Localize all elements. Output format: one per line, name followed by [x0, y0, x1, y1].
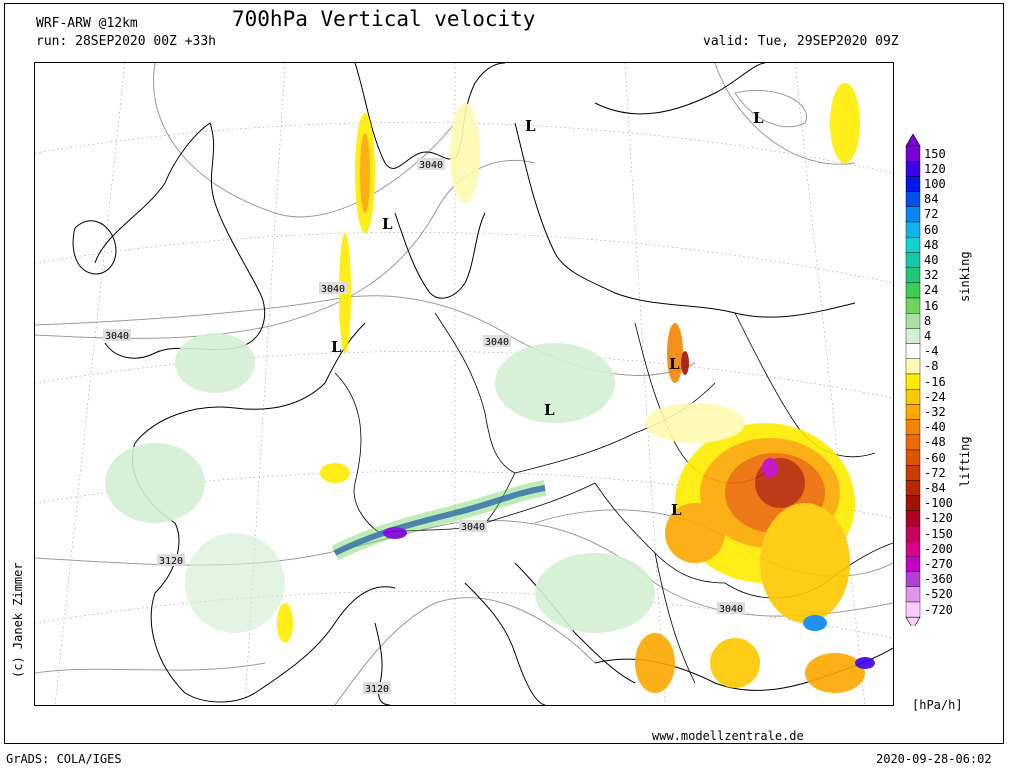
colorbar-swatch [905, 465, 921, 481]
colorbar-swatch [905, 419, 921, 436]
low-pressure-markers: L L L L L L L [331, 109, 764, 519]
colorbar-level-label: -16 [924, 374, 946, 389]
contour-label: 3040 [321, 284, 345, 295]
colorbar-swatch [905, 510, 921, 527]
colorbar-level-label: 48 [924, 237, 939, 252]
contour-label: 3040 [461, 522, 485, 533]
colorbar-swatch [905, 328, 921, 344]
colorbar-swatch [905, 525, 921, 542]
colorbar-swatch [905, 449, 921, 466]
colorbar-swatch [905, 571, 921, 588]
colorbar-swatch [905, 191, 921, 207]
colorbar-level-label: 4 [924, 329, 932, 343]
contour-label: 3120 [365, 684, 389, 695]
colorbar-level-label: -48 [924, 435, 946, 450]
sinking-label: sinking [958, 251, 972, 302]
chart-title: 700hPa Vertical velocity [232, 7, 536, 31]
colorbar-level-label: 84 [924, 192, 939, 207]
colorbar-swatch [905, 236, 921, 253]
low-marker: L [382, 215, 393, 233]
colorbar-level-label: 150 [924, 146, 946, 161]
colorbar-level-label: -60 [924, 450, 946, 465]
colorbar-swatch [905, 176, 921, 192]
colorbar-level-label: 24 [924, 283, 939, 298]
colorbar-bottom-arrow [905, 616, 921, 630]
colorbar-swatch [905, 161, 921, 177]
colorbar-swatch [905, 601, 921, 618]
contour-label: 3040 [105, 331, 129, 342]
colorbar-swatch [905, 252, 921, 268]
colorbar-level-label: -24 [924, 389, 946, 404]
colorbar-level-label: -150 [924, 526, 953, 541]
colorbar-swatch [905, 343, 921, 360]
low-marker: L [331, 338, 342, 356]
colorbar-level-label: -40 [924, 420, 946, 435]
colorbar-level-label: -32 [924, 405, 946, 419]
colorbar-swatch [905, 404, 921, 420]
colorbar-level-label: -720 [924, 602, 953, 617]
colorbar-swatch [905, 206, 921, 223]
colorbar-level-label: 40 [924, 253, 939, 267]
colorbar-swatch [905, 556, 921, 572]
colorbar-level-label: 120 [924, 161, 946, 176]
low-marker: L [544, 401, 555, 419]
credit-label: (c) Janek Zimmer [11, 562, 25, 678]
colorbar-level-label: -4 [924, 344, 939, 359]
website-label: www.modellzentrale.de [652, 729, 804, 743]
low-marker: L [669, 355, 680, 373]
model-label: WRF-ARW @12km [36, 16, 138, 31]
lifting-label: lifting [958, 436, 972, 487]
colorbar-level-label: -84 [924, 481, 946, 495]
grads-label: GrADS: COLA/IGES [6, 752, 122, 766]
low-marker: L [671, 501, 682, 519]
weather-map[interactable]: 3040 3040 3040 3040 3040 3040 3120 3120 … [34, 62, 894, 706]
colorbar-level-label: 32 [924, 268, 939, 283]
colorbar-swatch [905, 282, 921, 299]
contour-label: 3120 [159, 556, 183, 567]
colorbar-swatch [905, 541, 921, 557]
colorbar-swatches [905, 133, 921, 630]
colorbar-swatch [905, 312, 921, 329]
low-marker: L [525, 117, 536, 135]
colorbar-swatch [905, 495, 921, 512]
colorbar-level-label: 16 [924, 298, 939, 313]
colorbar-level-label: -270 [924, 557, 953, 571]
colorbar-top-arrow [905, 133, 921, 147]
colorbar-swatch [905, 388, 921, 405]
colorbar-swatch [905, 373, 921, 390]
contour-label: 3040 [485, 337, 509, 348]
valid-time-label: valid: Tue, 29SEP2020 09Z [703, 34, 899, 49]
colorbar-level-label: -360 [924, 572, 953, 587]
colorbar-swatch [905, 586, 921, 603]
colorbar-swatch [905, 358, 921, 375]
colorbar-swatch [905, 221, 921, 238]
colorbar-level-label: 60 [924, 222, 939, 237]
colorbar-level-label: -200 [924, 541, 953, 556]
colorbar-swatch [905, 434, 921, 451]
colorbar-level-label: -72 [924, 465, 946, 480]
colorbar-level-label: 8 [924, 313, 932, 328]
colorbar-level-label: -100 [924, 496, 953, 511]
contour-labels: 3040 3040 3040 3040 3040 3040 3120 3120 [103, 158, 745, 695]
colorbar-swatch [905, 480, 921, 496]
colorbar-level-label: -120 [924, 511, 953, 526]
vertical-velocity-shading [105, 83, 875, 693]
colorbar-swatch [905, 145, 921, 162]
colorbar-level-label: -520 [924, 587, 953, 602]
colorbar-level-label: 100 [924, 177, 946, 191]
contour-label: 3040 [719, 604, 743, 615]
contour-label: 3040 [419, 160, 443, 171]
figure-frame [4, 3, 1004, 744]
timestamp-label: 2020-09-28-06:02 [876, 752, 992, 766]
colorbar-level-label: 72 [924, 207, 939, 222]
colorbar-swatch [905, 267, 921, 284]
colorbar-swatch [905, 297, 921, 314]
unit-label: [hPa/h] [912, 698, 963, 712]
colorbar-level-label: -8 [924, 359, 939, 374]
run-label: run: 28SEP2020 00Z +33h [36, 34, 217, 49]
low-marker: L [753, 109, 764, 127]
colorbar [903, 133, 923, 630]
